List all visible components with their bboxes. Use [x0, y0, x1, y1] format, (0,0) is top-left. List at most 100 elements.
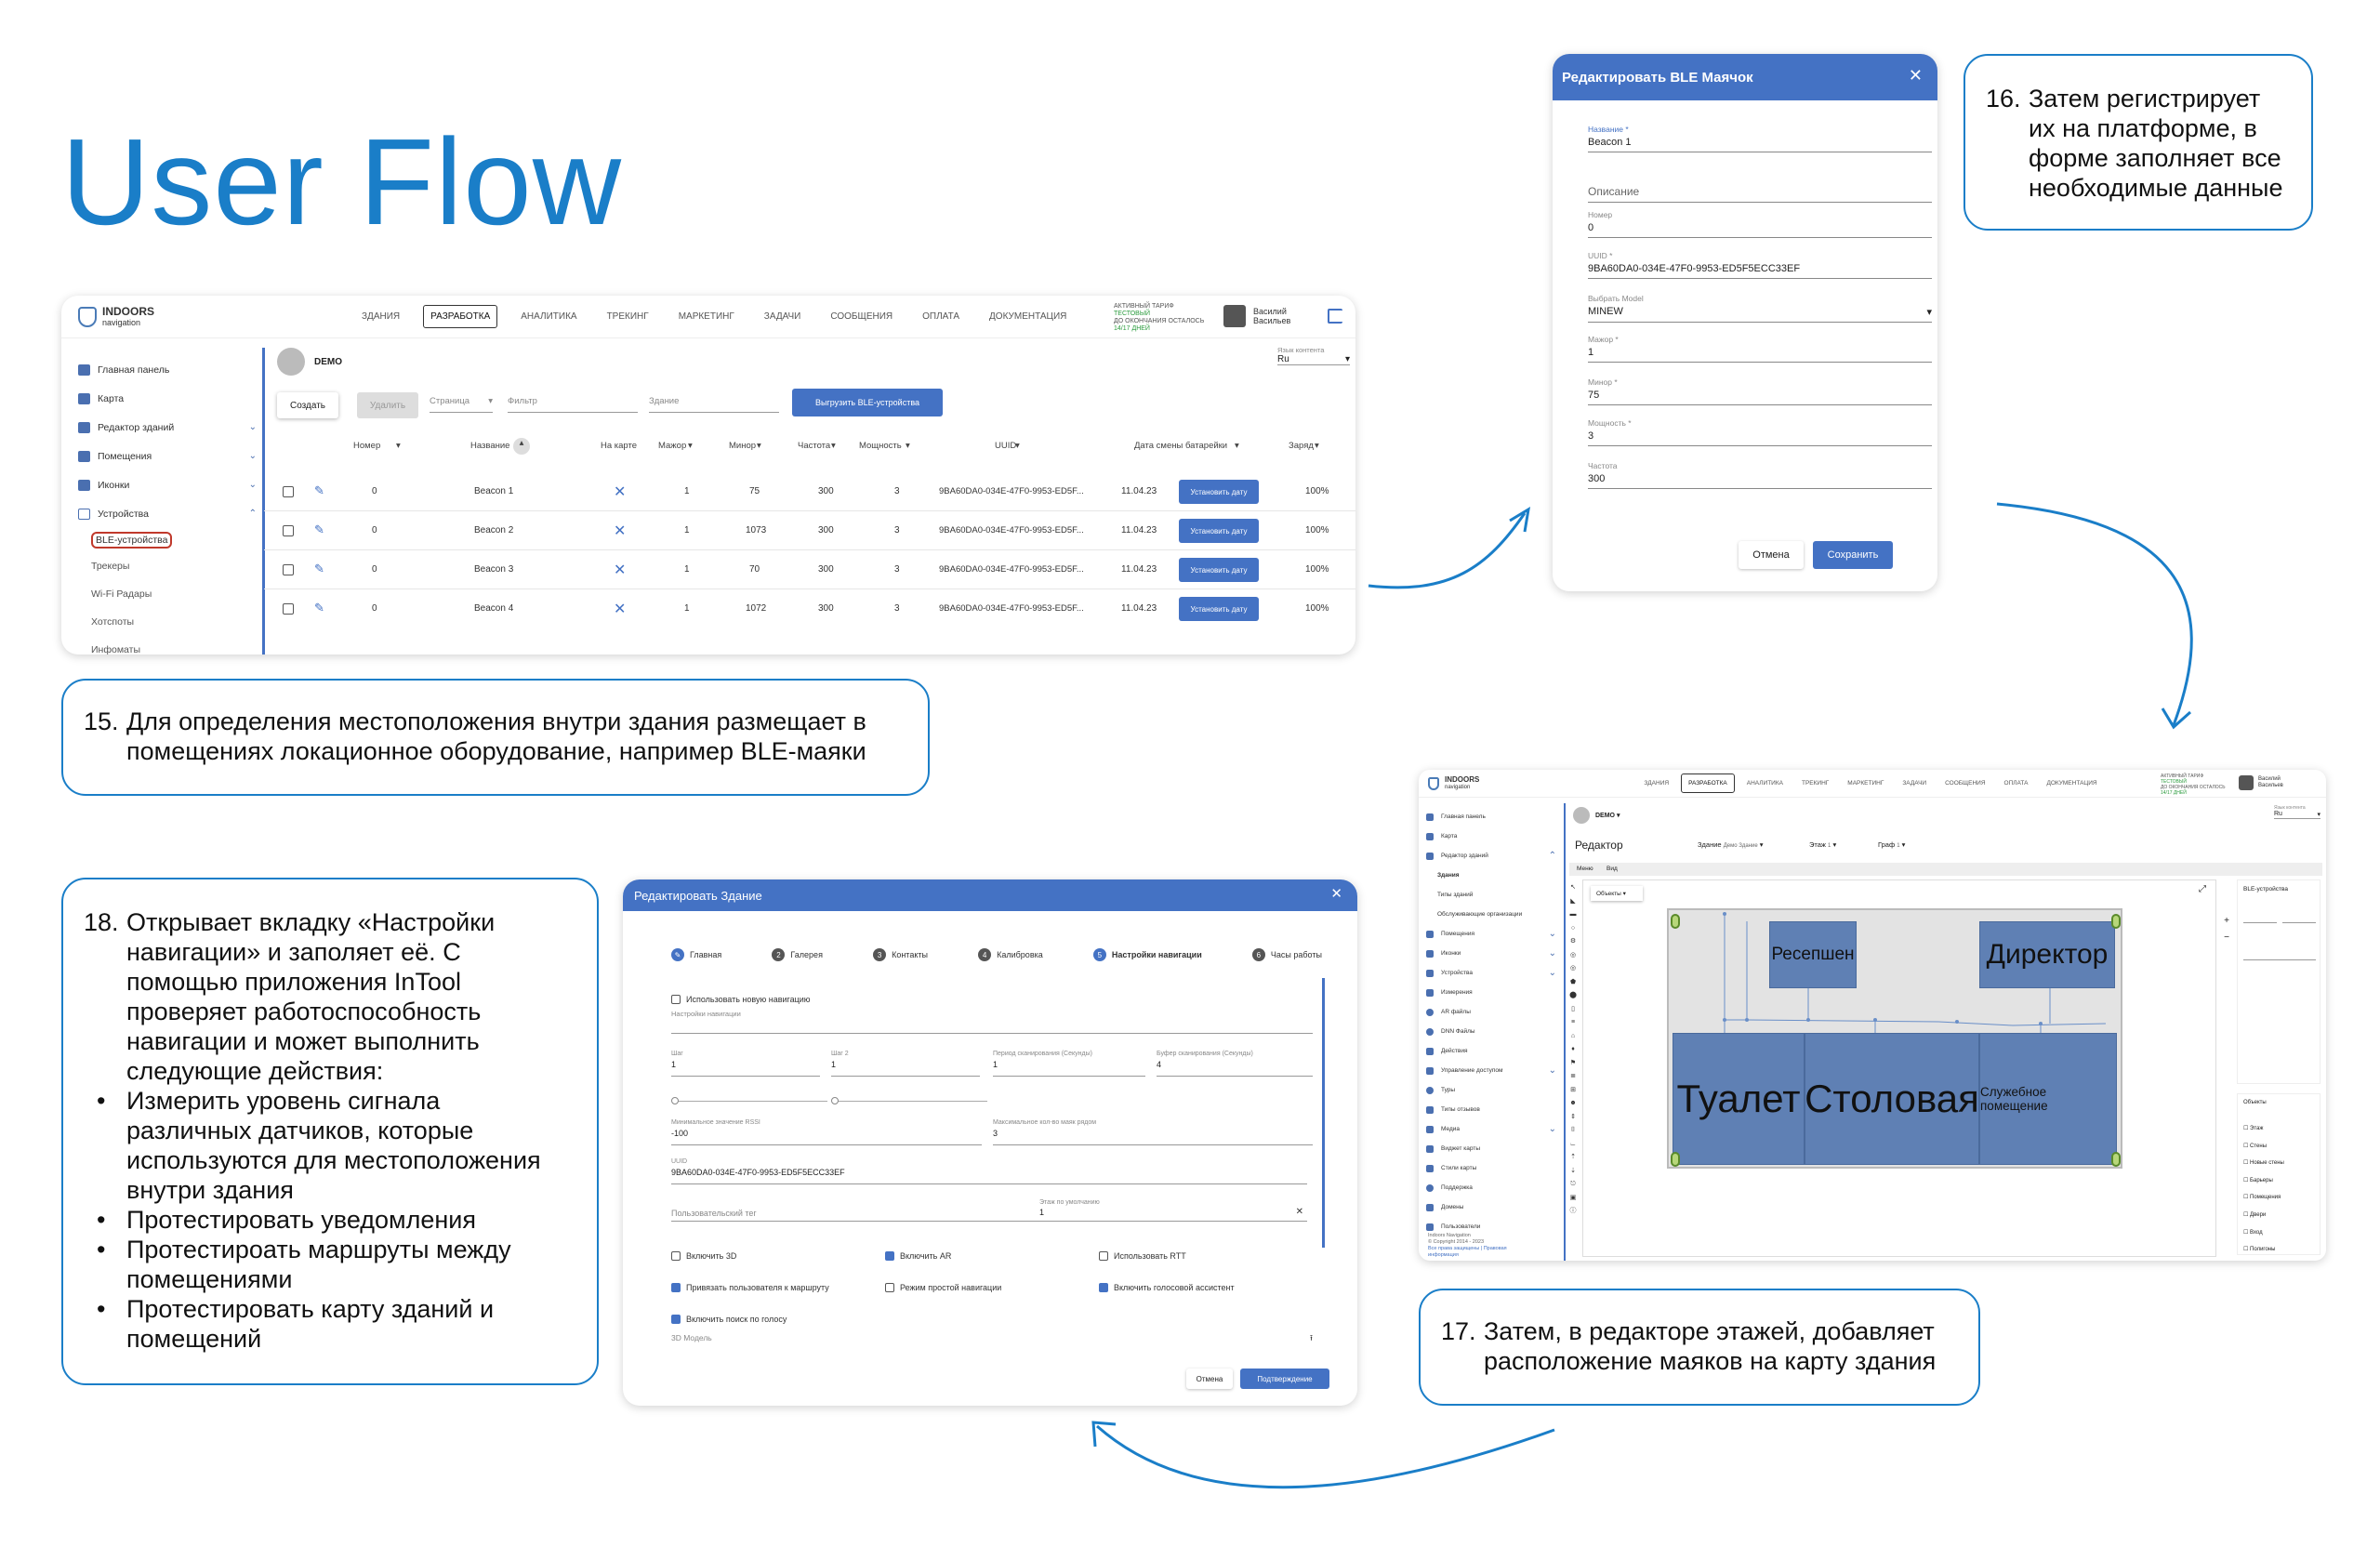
frequency-field[interactable]: Частота 300 [1588, 461, 1932, 489]
logout-icon[interactable] [1328, 309, 1342, 324]
save-button[interactable]: Сохранить [1813, 541, 1893, 569]
edit-icon[interactable]: ✎ [314, 483, 324, 497]
sidebar-item-hotspots[interactable]: Хотспоты [91, 616, 135, 628]
sidebar-item[interactable]: Типы отзывов [1426, 1100, 1556, 1119]
close-icon[interactable]: ✕ [1330, 886, 1342, 902]
room-canteen[interactable]: Столовая [1805, 1033, 1979, 1165]
sidebar-item-icons[interactable]: Иконки ⌄ [78, 470, 257, 499]
flag-icon[interactable]: ⚑ [1569, 1059, 1577, 1066]
sidebar-item[interactable]: Помещения ⌄ [1426, 924, 1556, 944]
sidebar-item[interactable]: Пользователи [1426, 1217, 1556, 1236]
sidebar-item-infomats[interactable]: Инфоматы [91, 644, 141, 654]
upload-icon[interactable]: ⭱ [1310, 1333, 1313, 1342]
shield-icon[interactable]: ⬟ [1569, 978, 1577, 985]
room-reception[interactable]: Ресепшен [1769, 921, 1857, 988]
target-icon[interactable]: ◎ [1569, 951, 1577, 959]
sort-asc-icon[interactable]: ▴ [513, 438, 530, 455]
number-field[interactable]: Номер 0 [1588, 210, 1932, 238]
nav-tasks[interactable]: ЗАДАЧИ [763, 311, 801, 322]
max-beacons-field[interactable]: Максимальное кол-во маяк рядом 3 [993, 1119, 1313, 1145]
sidebar-item[interactable]: Медиа ⌄ [1426, 1119, 1556, 1139]
cursor-icon[interactable]: ↖ [1570, 884, 1576, 891]
minor-field[interactable]: Минор * 75 [1588, 377, 1932, 405]
row-checkbox[interactable] [283, 564, 294, 575]
gear-icon[interactable]: ⚙ [1569, 938, 1577, 945]
nav-tracking[interactable]: ТРЕКИНГ [606, 311, 649, 322]
layer-item[interactable]: ☐ Барьеры [2243, 1177, 2273, 1183]
sidebar-item[interactable]: DNN Файлы [1426, 1022, 1556, 1041]
step-contacts[interactable]: 3 Контакты [873, 948, 928, 961]
nav-docs[interactable]: ДОКУМЕНТАЦИЯ [989, 311, 1067, 322]
nav-development[interactable]: РАЗРАБОТКА [423, 305, 498, 328]
map-canvas[interactable]: Объекты ▾ Ресепшен Директор Туалет Столо… [1582, 879, 2216, 1257]
sidebar-item[interactable]: Виджет карты [1426, 1139, 1556, 1158]
sidebar-item[interactable]: Обслуживающие организации [1437, 911, 1523, 918]
arrow-icon[interactable]: ⇣ [1570, 1167, 1576, 1174]
row-checkbox[interactable] [283, 525, 294, 536]
org-selector[interactable]: DEMO ▾ [1595, 813, 1620, 819]
user-menu[interactable]: Василий Васильев [2239, 775, 2283, 790]
simple-nav-checkbox[interactable]: Режим простой навигации [885, 1283, 1001, 1292]
sidebar-item[interactable]: Стили карты [1426, 1158, 1556, 1178]
sidebar-item[interactable]: Типы зданий [1437, 892, 1474, 898]
stairs-icon[interactable]: ⌷ [1570, 1127, 1576, 1133]
set-date-button[interactable]: Установить дату [1179, 480, 1259, 504]
nav-messages[interactable]: СООБЩЕНИЯ [1945, 780, 1986, 787]
sidebar-item[interactable]: Редактор зданий ⌃ [1426, 846, 1556, 866]
power-field[interactable]: Мощность * 3 [1588, 418, 1932, 446]
scan-buffer-field[interactable]: Буфер сканирования (Секунды) 4 [1157, 1051, 1313, 1077]
set-date-button[interactable]: Установить дату [1179, 519, 1259, 543]
row-checkbox[interactable] [283, 603, 294, 615]
slider-2[interactable] [831, 1097, 987, 1104]
panel-field[interactable] [2282, 914, 2316, 923]
camera-icon[interactable]: ▣ [1569, 1194, 1577, 1201]
table-row[interactable]: ✎ 0 Beacon 3 ✕ 1 70 300 3 9BA60DA0-034E-47F0-… [264, 550, 1355, 589]
create-button[interactable]: Создать [277, 392, 338, 418]
filter-input[interactable]: Фильтр [508, 396, 638, 413]
sidebar-item[interactable]: Измерения [1426, 983, 1556, 1002]
edit-icon[interactable]: ✎ [314, 562, 324, 575]
clear-icon[interactable]: ✕ [1295, 1207, 1303, 1217]
set-date-button[interactable]: Установить дату [1179, 597, 1259, 621]
layer-item[interactable]: ☐ Помещения [2243, 1195, 2281, 1201]
fullscreen-icon[interactable]: ⤢ [2199, 884, 2206, 894]
sidebar-item-ble[interactable]: BLE-устройства [78, 528, 257, 552]
layer-item[interactable]: ☐ Полигоны [2243, 1247, 2276, 1253]
layer-item[interactable]: ☐ Этаж [2243, 1126, 2264, 1131]
pin-icon[interactable]: ♦ [1571, 1046, 1575, 1052]
sidebar-item[interactable]: Домены [1426, 1197, 1556, 1217]
nav-payment[interactable]: ОПЛАТА [2003, 780, 2029, 787]
drop-icon[interactable]: ⬤ [1569, 992, 1577, 998]
floor-select[interactable]: Этаж 1 ▾ [1809, 840, 1837, 849]
step-field[interactable]: Шаг 1 [671, 1051, 820, 1077]
step-hours[interactable]: 6 Часы работы [1251, 948, 1322, 961]
panel-field[interactable] [2243, 914, 2277, 923]
sidebar-item-devices[interactable]: Устройства ⌃ [78, 499, 257, 528]
uuid-field[interactable]: UUID * 9BA60DA0-034E-47F0-9953-ED5F5ECC33… [1588, 251, 1932, 279]
lang-select[interactable]: Язык контента Ru ▾ [2274, 805, 2320, 819]
nav-development[interactable]: РАЗРАБОТКА [1681, 774, 1735, 793]
door-icon[interactable]: ▯ [1571, 1005, 1575, 1012]
nav-tasks[interactable]: ЗАДАЧИ [1902, 780, 1927, 787]
objects-dropdown[interactable]: Объекты ▾ [1591, 886, 1643, 901]
bind-user-route-checkbox[interactable]: Привязать пользователя к маршруту [671, 1283, 829, 1292]
arrow-icon[interactable]: ⇡ [1570, 1154, 1576, 1160]
nav-marketing[interactable]: МАРКЕТИНГ [678, 311, 734, 322]
sidebar-item[interactable]: AR файлы [1426, 1002, 1556, 1022]
sidebar-item[interactable]: Действия [1426, 1041, 1556, 1061]
step-main[interactable]: ✎ Главная [671, 948, 721, 961]
sidebar-item-dashboard[interactable]: Главная панель [78, 355, 257, 384]
zoom-out-icon[interactable]: − [2224, 932, 2229, 943]
beacon-marker-icon[interactable] [1671, 914, 1680, 929]
layer-item[interactable]: ☐ Стены [2243, 1143, 2268, 1149]
org-selector[interactable]: DEMO [314, 357, 342, 367]
major-field[interactable]: Мажор * 1 [1588, 335, 1932, 363]
voice-assistant-checkbox[interactable]: Включить голосовой ассистент [1099, 1283, 1235, 1292]
beacon-marker-icon[interactable] [2111, 914, 2121, 929]
nav-marketing[interactable]: МАРКЕТИНГ [1847, 780, 1884, 787]
model-select[interactable]: Выбрать Model MINEW ▾ [1588, 294, 1932, 323]
user-tag-field[interactable]: Пользовательский тег Этаж по умолчанию 1 … [671, 1199, 1307, 1222]
tab-view[interactable]: Вид [1606, 866, 1618, 872]
3d-model-field[interactable]: 3D Модель ⭱ [671, 1333, 1313, 1346]
table-row[interactable]: ✎ 0 Beacon 4 ✕ 1 1072 300 3 9BA60DA0-034E-47F… [264, 589, 1355, 628]
